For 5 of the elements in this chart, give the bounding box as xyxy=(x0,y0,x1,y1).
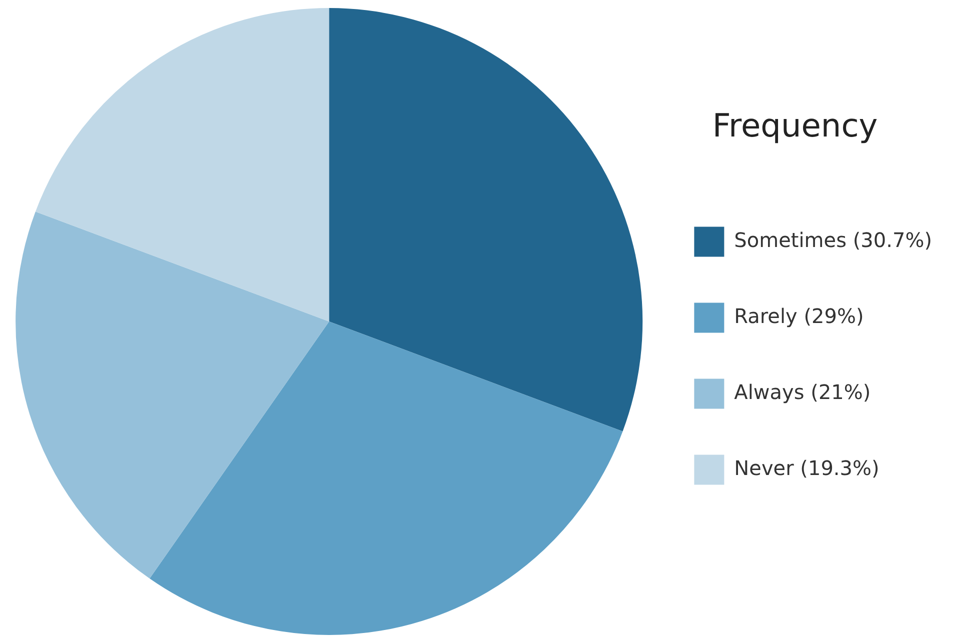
legend-label: Never (19.3%) xyxy=(734,456,880,480)
legend-title: Frequency xyxy=(712,106,878,145)
legend-label: Always (21%) xyxy=(734,380,871,404)
legend-label: Rarely (29%) xyxy=(734,304,864,328)
legend-label: Sometimes (30.7%) xyxy=(734,228,932,252)
